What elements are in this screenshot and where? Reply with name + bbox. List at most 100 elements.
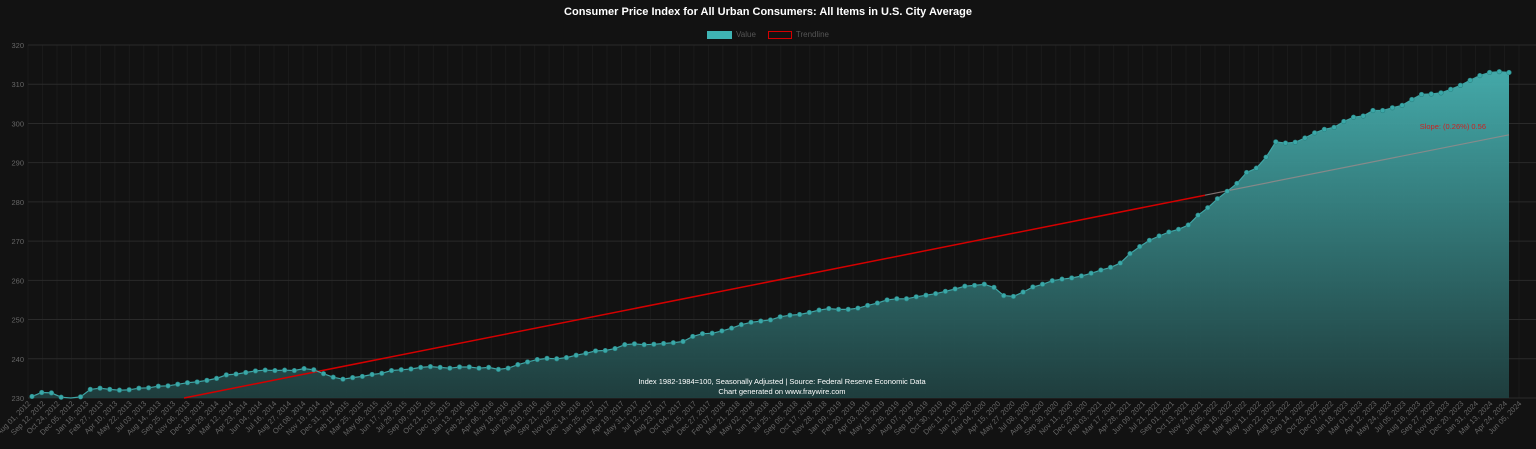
data-point[interactable] [1049,278,1055,284]
data-point[interactable] [437,364,443,371]
data-point[interactable] [1448,86,1454,92]
data-point[interactable] [651,341,657,347]
data-point[interactable] [680,338,686,345]
data-point[interactable] [1107,264,1114,270]
data-point[interactable] [175,381,181,387]
data-point[interactable] [1331,124,1337,130]
data-point[interactable] [1467,77,1473,83]
data-point[interactable] [1039,281,1046,287]
data-point[interactable] [699,331,706,337]
data-point[interactable] [1069,275,1075,281]
data-point[interactable] [797,311,803,318]
data-point[interactable] [359,373,365,380]
data-point[interactable] [631,341,638,347]
data-point[interactable] [534,356,540,363]
data-point[interactable] [456,364,463,370]
data-point[interactable] [1496,69,1502,75]
data-point[interactable] [1001,293,1007,299]
data-point[interactable] [1156,233,1162,239]
legend-item-trendline[interactable]: Trendline [767,30,829,39]
data-point[interactable] [1399,102,1405,109]
data-point[interactable] [690,333,696,340]
data-point[interactable] [1146,237,1153,243]
data-point[interactable] [758,318,764,324]
data-point[interactable] [767,317,774,323]
data-point[interactable] [1059,276,1065,282]
data-point[interactable] [709,330,715,336]
data-point[interactable] [233,371,239,377]
data-point[interactable] [97,385,103,391]
data-point[interactable] [1477,72,1483,79]
data-point[interactable] [787,312,793,318]
data-point[interactable] [592,348,599,354]
data-point[interactable] [58,394,64,400]
data-point[interactable] [194,379,200,385]
data-point[interactable] [971,282,978,289]
data-point[interactable] [933,291,939,297]
data-point[interactable] [466,364,472,370]
data-point[interactable] [1176,226,1182,232]
data-point[interactable] [1253,165,1259,171]
data-point[interactable] [1418,91,1425,98]
legend-item-value[interactable]: Value [707,30,756,39]
data-point[interactable] [865,302,871,309]
data-point[interactable] [1098,267,1104,273]
data-point[interactable] [583,350,589,356]
data-point[interactable] [1457,82,1464,88]
data-point[interactable] [1010,293,1017,300]
data-point[interactable] [981,281,987,287]
data-point[interactable] [738,322,744,328]
data-point[interactable] [204,377,210,383]
data-point[interactable] [388,367,395,374]
data-point[interactable] [1312,130,1318,136]
data-point[interactable] [495,366,502,372]
data-point[interactable] [777,314,783,320]
data-point[interactable] [398,367,404,373]
data-point[interactable] [427,364,434,370]
data-point[interactable] [1292,139,1298,145]
data-point[interactable] [845,306,851,312]
data-point[interactable] [340,376,346,382]
data-point[interactable] [48,390,55,396]
data-point[interactable] [1321,126,1327,132]
data-point[interactable] [116,387,123,393]
data-point[interactable] [1360,113,1366,119]
data-point[interactable] [1185,222,1191,228]
data-point[interactable] [806,309,812,316]
data-point[interactable] [136,385,142,391]
data-point[interactable] [952,286,958,292]
data-point[interactable] [1117,260,1123,266]
data-point[interactable] [1234,180,1240,187]
data-point[interactable] [29,393,35,400]
data-point[interactable] [855,305,861,311]
data-point[interactable] [913,294,919,300]
data-point[interactable] [184,380,191,386]
data-point[interactable] [330,374,336,380]
data-point[interactable] [447,365,453,371]
data-point[interactable] [729,325,735,331]
data-point[interactable] [476,365,482,371]
data-point[interactable] [39,389,45,396]
data-point[interactable] [282,367,288,373]
data-point[interactable] [1409,96,1415,103]
data-point[interactable] [1214,196,1221,202]
data-point[interactable] [369,371,375,378]
data-point[interactable] [107,386,113,392]
data-point[interactable] [486,364,492,371]
data-point[interactable] [573,352,579,358]
data-point[interactable] [1486,69,1493,76]
data-point[interactable] [874,300,880,306]
data-point[interactable] [146,385,152,391]
data-point[interactable] [1380,107,1386,114]
data-point[interactable] [223,372,229,378]
data-point[interactable] [1195,212,1201,218]
data-point[interactable] [942,288,949,294]
data-point[interactable] [1506,69,1512,76]
data-point[interactable] [602,347,608,354]
data-point[interactable] [1370,107,1376,114]
data-point[interactable] [262,367,268,373]
data-point[interactable] [612,345,618,352]
data-point[interactable] [670,340,676,346]
data-point[interactable] [661,340,667,347]
data-point[interactable] [1205,205,1211,211]
